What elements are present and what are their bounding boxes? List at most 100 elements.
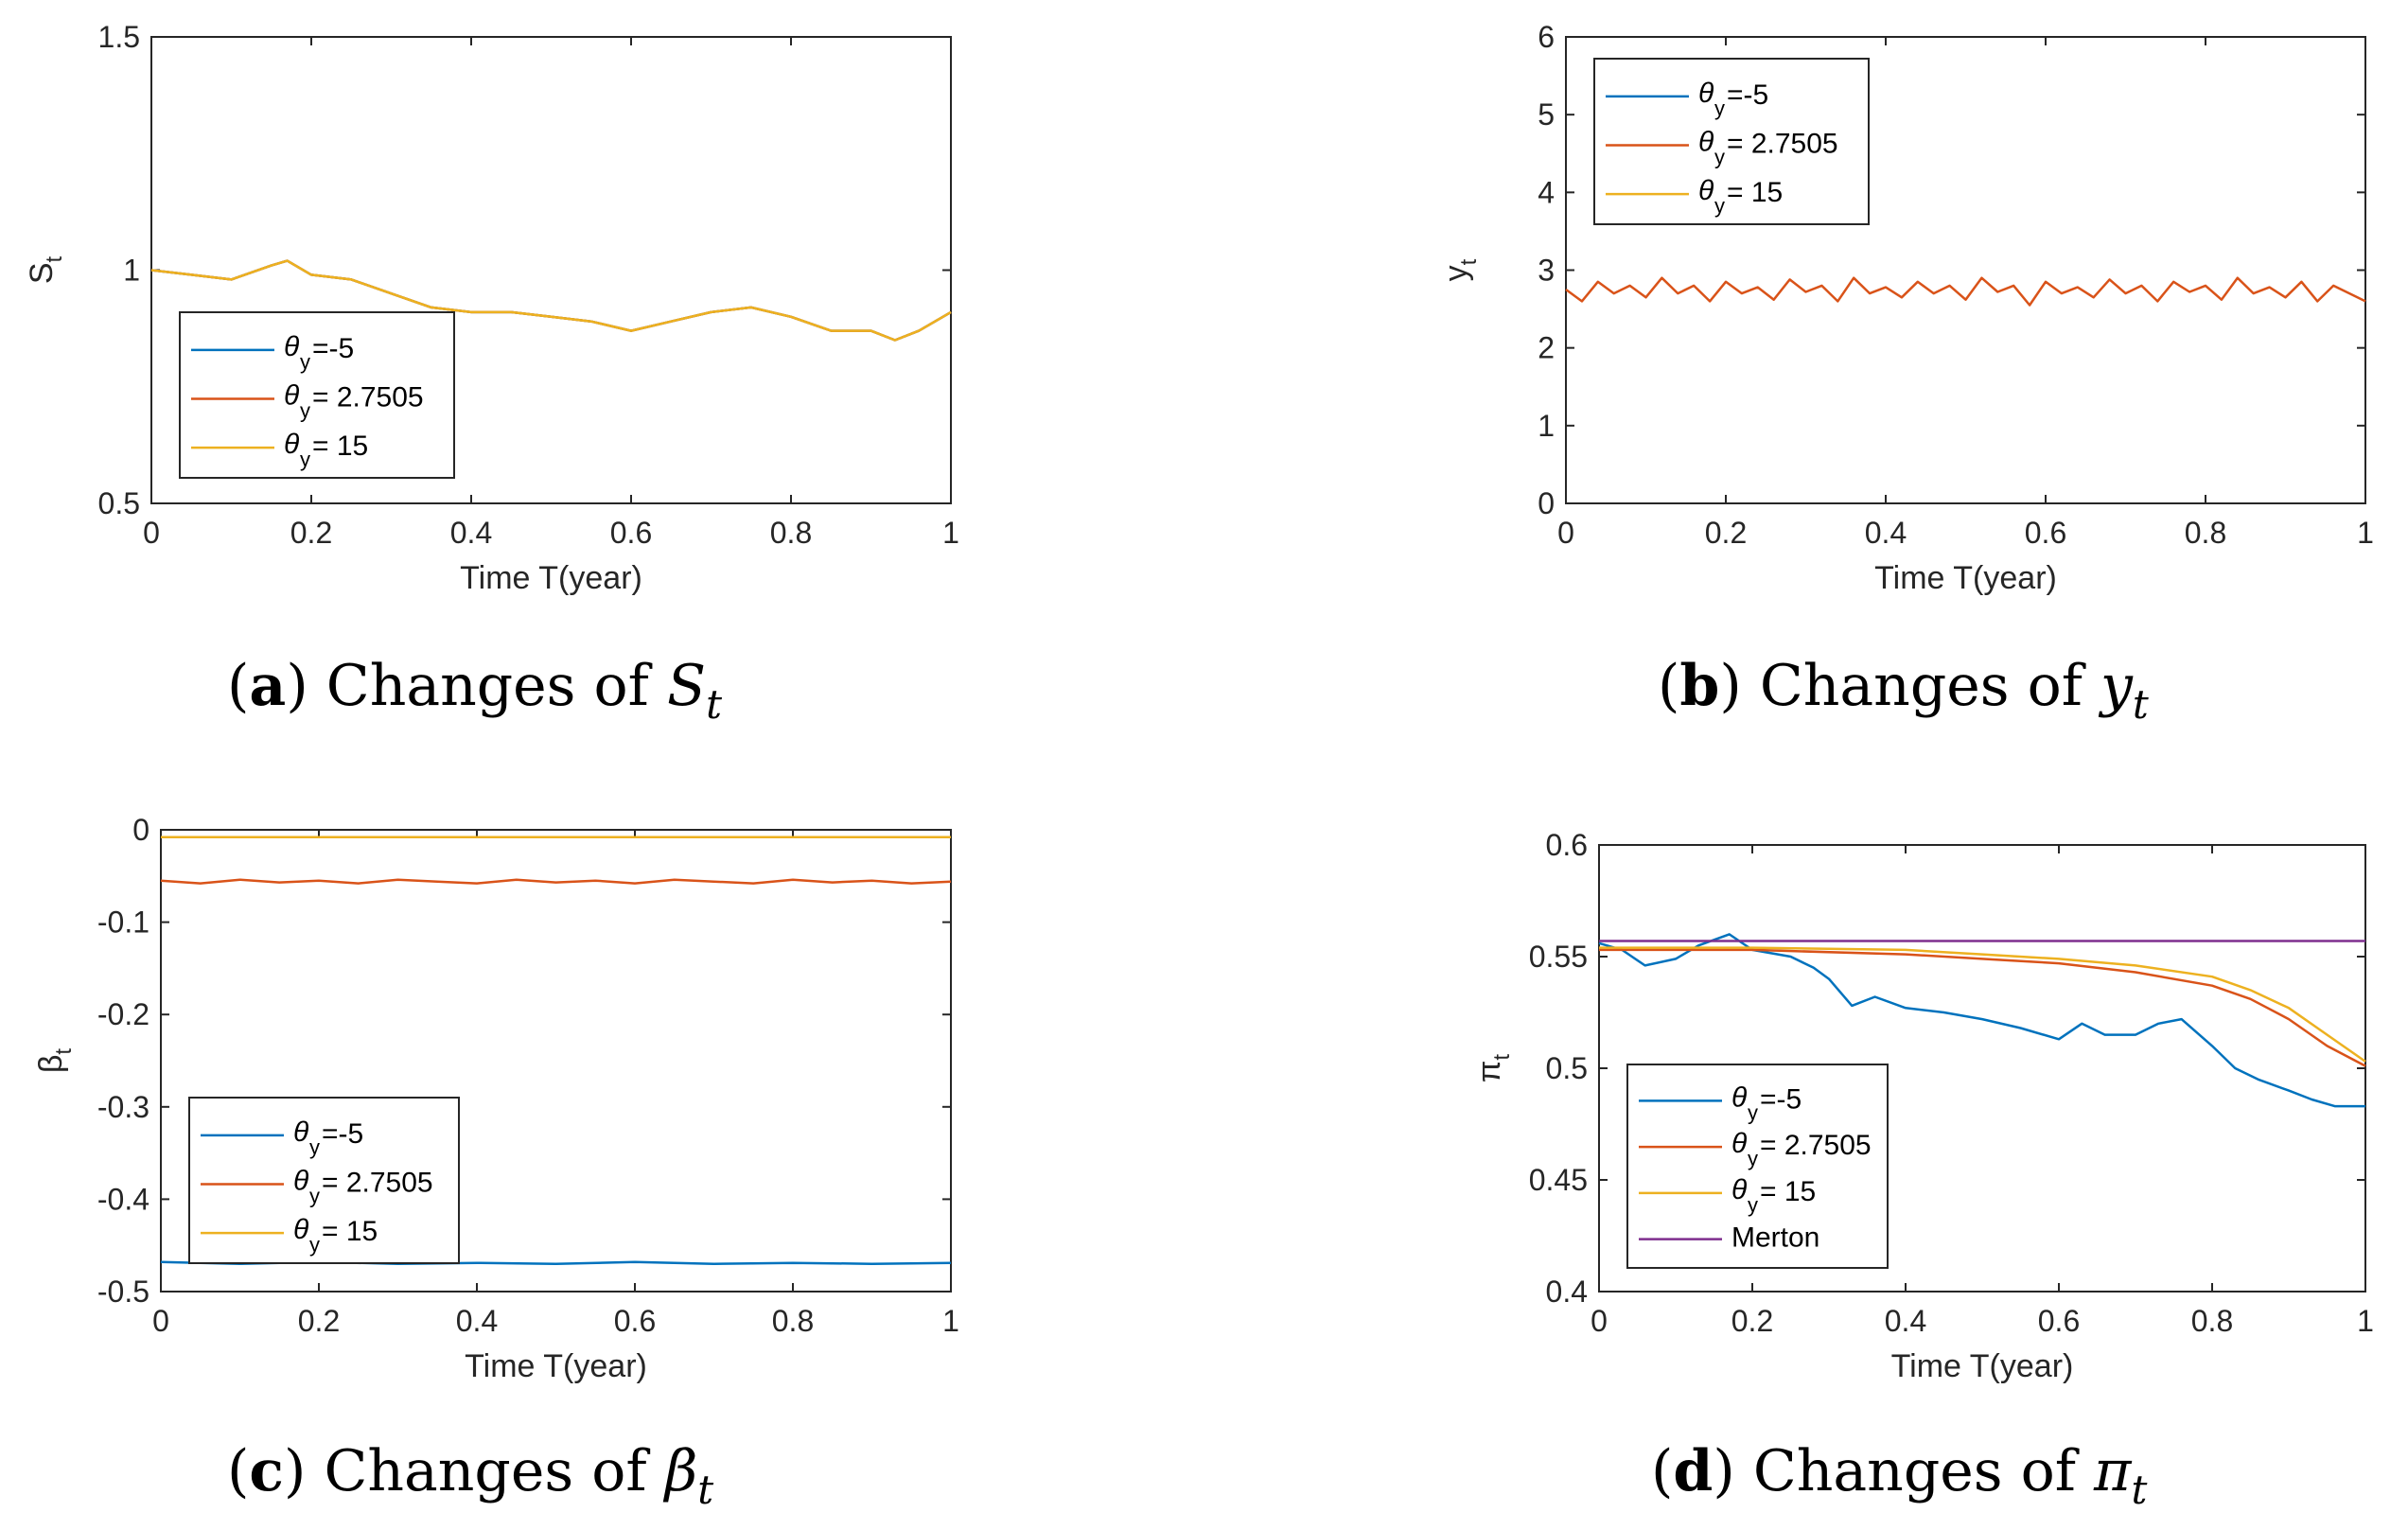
y-tick-label: 0.4 <box>1546 1275 1588 1309</box>
caption-paren-close: ) <box>284 1438 324 1504</box>
caption-subscript: t <box>706 681 722 728</box>
y-axis-label: St <box>24 255 67 284</box>
y-axis-label: πt <box>1471 1054 1515 1082</box>
caption-subscript: t <box>697 1467 713 1513</box>
y-tick-label: -0.1 <box>97 906 149 940</box>
theta-symbol: θ <box>1698 78 1714 109</box>
y-tick-label: 0.55 <box>1529 940 1588 974</box>
series-line-2 <box>150 259 952 342</box>
x-tick-label: 0.8 <box>770 516 812 550</box>
y-axis-label-main: β <box>33 1055 69 1074</box>
legend-label: = 2.7505 <box>1727 129 1838 160</box>
caption-letter: c <box>249 1438 284 1504</box>
x-tick-label: 0.4 <box>450 516 492 550</box>
theta-subscript: y <box>300 350 310 374</box>
theta-subscript: y <box>300 399 310 423</box>
caption-body: Changes of <box>1760 653 2100 719</box>
legend-label: =-5 <box>322 1118 363 1150</box>
caption: (c) Changes of βt <box>227 1438 713 1513</box>
y-axis-label-sub: t <box>42 255 67 262</box>
caption-body: Changes of <box>324 1438 664 1504</box>
theta-symbol: θ <box>1731 1082 1748 1113</box>
series-line-0 <box>1598 933 2365 1108</box>
caption-paren-open: ( <box>227 653 249 719</box>
theta-symbol: θ <box>284 429 300 460</box>
x-tick-label: 0 <box>1591 1304 1608 1338</box>
theta-symbol: θ <box>1731 1128 1748 1159</box>
series-line-0 <box>1565 276 2366 307</box>
y-tick-label: 3 <box>1538 254 1555 288</box>
legend-box <box>1626 1064 1889 1269</box>
caption-paren-close: ) <box>286 653 325 719</box>
y-tick-label: -0.5 <box>97 1275 149 1309</box>
x-tick-label: 1 <box>942 1304 959 1338</box>
y-tick-label: 5 <box>1538 97 1555 132</box>
x-tick-label: 1 <box>942 516 959 550</box>
theta-subscript: y <box>1748 1100 1758 1124</box>
caption-body: Changes of <box>326 653 667 719</box>
caption-letter: b <box>1679 653 1719 719</box>
caption-body: Changes of <box>1753 1438 2094 1504</box>
y-axis-label-sub: t <box>51 1048 77 1055</box>
series-line-1 <box>1599 948 2366 1067</box>
x-tick-label: 0.2 <box>290 516 332 550</box>
x-axis-label: Time T(year) <box>460 560 642 596</box>
series-line-2 <box>1599 946 2366 1063</box>
y-tick-label: 2 <box>1538 331 1555 365</box>
legend-label: = 2.7505 <box>1760 1130 1872 1161</box>
legend-box <box>1593 58 1870 225</box>
y-axis-label: yt <box>1438 258 1482 281</box>
y-axis-label: βt <box>33 1048 77 1074</box>
x-tick-label: 0.2 <box>298 1304 340 1338</box>
legend-label: = 2.7505 <box>322 1168 433 1199</box>
y-tick-label: 0.6 <box>1546 828 1588 862</box>
caption-subscript: t <box>2133 681 2149 728</box>
legend-label: Merton <box>1731 1222 1819 1254</box>
theta-subscript: y <box>1748 1193 1758 1217</box>
x-tick-label: 0.2 <box>1731 1304 1773 1338</box>
caption-paren-open: ( <box>227 1438 249 1504</box>
caption-letter: d <box>1673 1438 1713 1504</box>
y-tick-label: 0.5 <box>98 486 140 520</box>
x-tick-label: 0.8 <box>2191 1304 2233 1338</box>
y-tick-label: 1 <box>123 254 140 288</box>
chart-d: 0 0.2 0.4 0.6 0.8 1 0.4 0.45 0.5 0.55 0.6 Time T(ye… <box>1471 828 2374 1513</box>
x-tick-label: 0.6 <box>2025 516 2066 550</box>
caption-symbol: y <box>2098 653 2134 719</box>
y-tick-label: 1.5 <box>98 20 140 54</box>
y-tick-label: 0 <box>1538 486 1555 520</box>
caption-symbol: π <box>2093 1438 2133 1504</box>
series-line-1 <box>160 878 952 885</box>
x-tick-label: 0.8 <box>772 1304 814 1338</box>
x-tick-label: 0.2 <box>1705 516 1747 550</box>
y-tick-label: 1 <box>1538 409 1555 443</box>
theta-symbol: θ <box>293 1214 309 1245</box>
y-tick-label: 0 <box>132 813 149 847</box>
legend-label: = 15 <box>322 1216 378 1247</box>
caption-letter: a <box>249 653 286 719</box>
caption-symbol: β <box>663 1438 698 1504</box>
x-tick-label: 0.8 <box>2185 516 2226 550</box>
x-axis-label: Time T(year) <box>1874 560 2057 596</box>
x-tick-label: 0.4 <box>1865 516 1907 550</box>
caption: (d) Changes of πt <box>1651 1438 2147 1513</box>
theta-subscript: y <box>309 1185 320 1208</box>
y-tick-label: 0.5 <box>1546 1051 1588 1085</box>
legend-label: = 15 <box>1727 177 1783 208</box>
theta-symbol: θ <box>1698 175 1714 206</box>
y-axis-label-main: π <box>1471 1061 1507 1082</box>
theta-symbol: θ <box>284 331 300 362</box>
legend-label: =-5 <box>312 333 354 364</box>
theta-symbol: θ <box>293 1117 309 1148</box>
legend-label: =-5 <box>1727 79 1768 111</box>
y-axis-label-sub: t <box>1456 258 1482 265</box>
theta-symbol: θ <box>1731 1174 1748 1205</box>
x-tick-label: 0.6 <box>610 516 652 550</box>
y-tick-label: 4 <box>1538 175 1555 209</box>
x-axis-label: Time T(year) <box>1891 1348 2074 1384</box>
caption: (a) Changes of St <box>227 653 722 728</box>
